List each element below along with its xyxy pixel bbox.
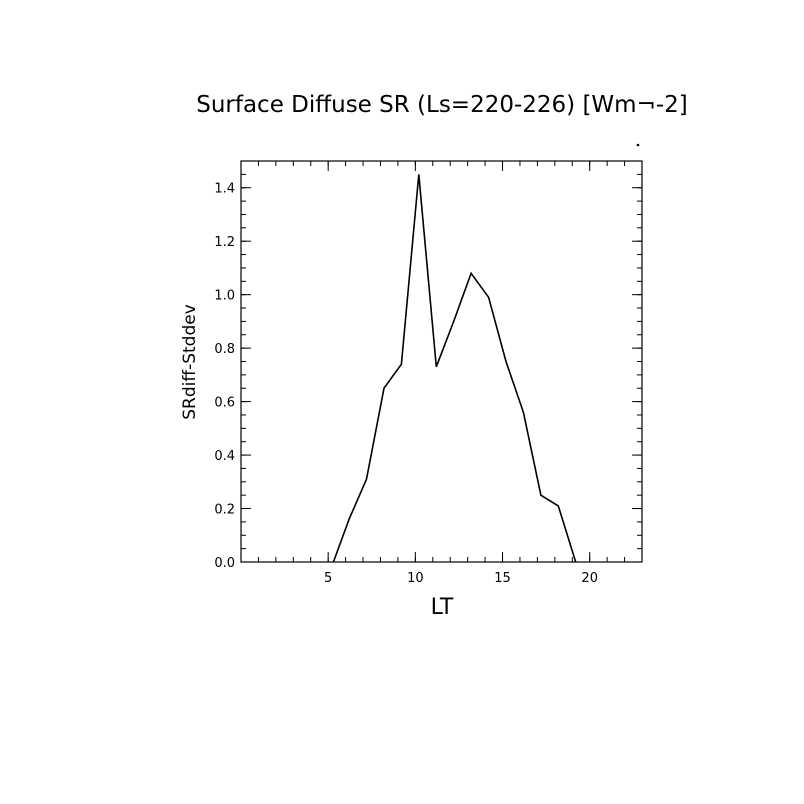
y-tick-label: 1.0	[214, 289, 235, 304]
y-tick-label: 1.2	[214, 235, 235, 250]
y-tick-label: 1.4	[214, 182, 235, 197]
plot-frame	[240, 160, 643, 563]
x-axis: 5 10 15 20	[257, 161, 626, 586]
y-tick-label: 0.0	[214, 556, 235, 571]
x-axis-label: LT	[431, 595, 454, 620]
chart-title: Surface Diffuse SR (Ls=220-226) [Wm¬-2]	[196, 92, 688, 118]
x-tick-label: 15	[494, 571, 511, 586]
y-tick-label: 0.6	[214, 396, 235, 411]
series-line	[332, 174, 577, 563]
y-axis-label: SRdiff-Stddev	[180, 304, 200, 420]
corner-dot	[636, 143, 640, 147]
y-tick-label: 0.8	[214, 342, 235, 357]
x-tick-label: 20	[581, 571, 598, 586]
y-tick-label: 0.4	[214, 449, 235, 464]
series-layer	[332, 174, 577, 563]
y-axis: 0.0 0.2 0.4 0.6 0.8 1.0 1.2 1.4	[214, 173, 642, 571]
y-tick-label: 0.2	[214, 503, 235, 518]
x-tick-label: 5	[324, 571, 332, 586]
x-tick-label: 10	[407, 571, 424, 586]
